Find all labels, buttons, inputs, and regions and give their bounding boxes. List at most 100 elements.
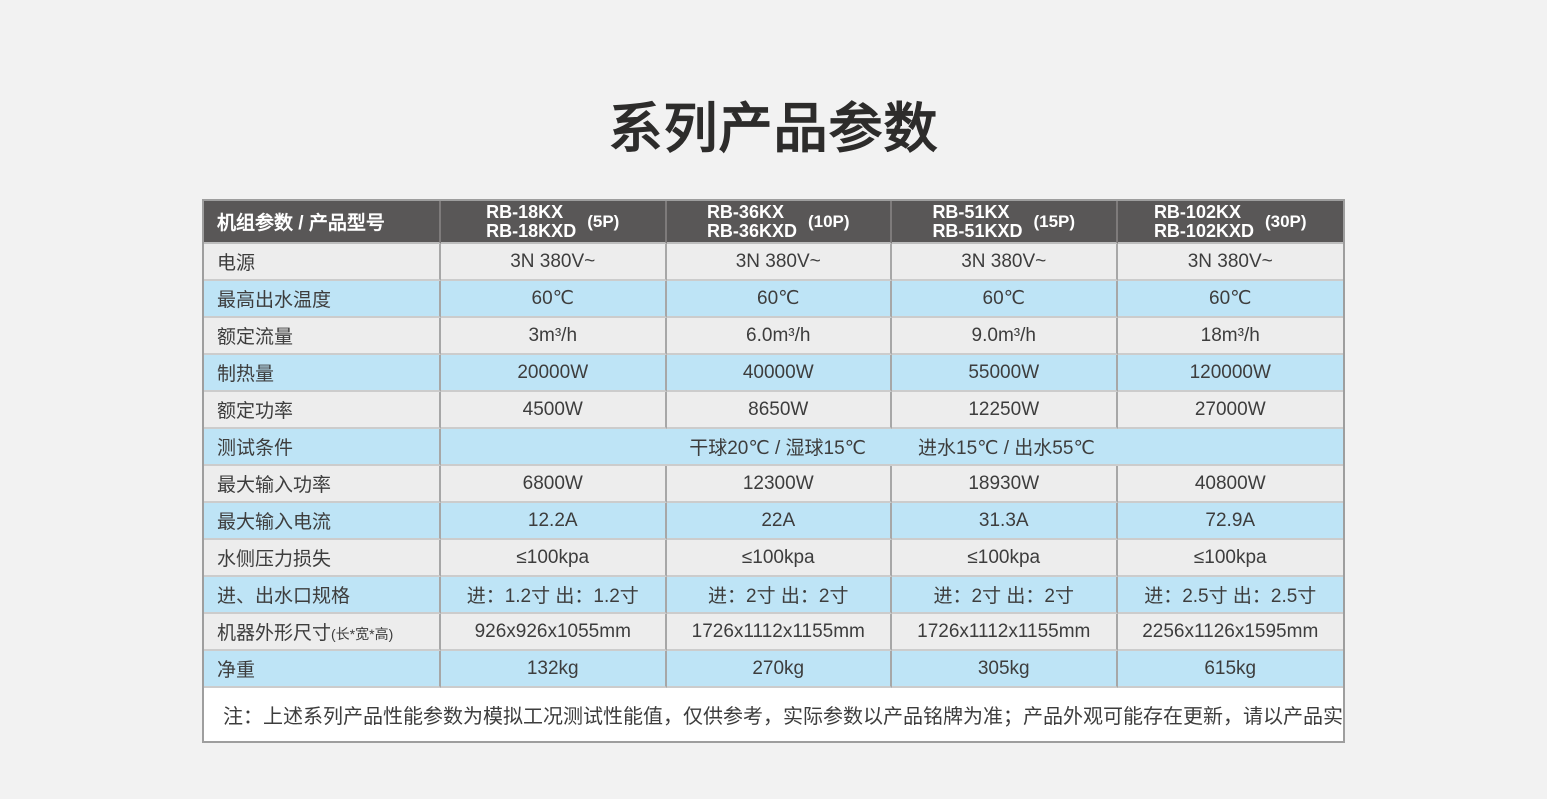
table-row-water-pressure-loss: 水侧压力损失 ≤100kpa ≤100kpa ≤100kpa ≤100kpa <box>204 540 1343 578</box>
row-label-max-outlet-temp: 最高出水温度 <box>204 281 441 319</box>
note-text: 注：上述系列产品性能参数为模拟工况测试性能值，仅供参考，实际参数以产品铭牌为准；… <box>204 688 1343 742</box>
header-cell-product-rb102: RB-102KX RB-102KXD (30P) <box>1117 201 1344 245</box>
max-input-current-value-0: 12.2A <box>441 503 667 541</box>
row-label-power-supply: 电源 <box>204 244 441 282</box>
row-label-net-weight: 净重 <box>204 651 441 689</box>
rated-flow-value-1: 6.0m³/h <box>666 318 892 356</box>
heating-capacity-value-3: 120000W <box>1117 355 1343 393</box>
header-cell-product-rb36: RB-36KX RB-36KXD (10P) <box>666 201 892 245</box>
model-names: RB-51KX RB-51KXD <box>932 201 1023 241</box>
test-condition-water: 进水15℃ / 出水55℃ <box>918 438 1095 460</box>
page-title: 系列产品参数 <box>608 99 939 159</box>
table-row-note: 注：上述系列产品性能参数为模拟工况测试性能值，仅供参考，实际参数以产品铭牌为准；… <box>204 688 1343 742</box>
power-supply-value-0: 3N 380V~ <box>441 244 667 282</box>
horsepower-label: (10P) <box>807 211 850 231</box>
water-pressure-loss-value-1: ≤100kpa <box>666 540 892 578</box>
table-row-inlet-outlet-size: 进、出水口规格 进：1.2寸 出：1.2寸 进：2寸 出：2寸 进：2寸 出：2… <box>204 577 1343 615</box>
water-pressure-loss-value-2: ≤100kpa <box>892 540 1118 578</box>
inlet-outlet-size-value-3: 进：2.5寸 出：2.5寸 <box>1117 577 1343 615</box>
table-row-dimensions: 机器外形尺寸(长*宽*高) 926x926x1055mm 1726x1112x1… <box>204 614 1343 652</box>
water-pressure-loss-value-3: ≤100kpa <box>1117 540 1343 578</box>
power-supply-value-1: 3N 380V~ <box>666 244 892 282</box>
power-supply-value-3: 3N 380V~ <box>1117 244 1343 282</box>
row-label-heating-capacity: 制热量 <box>204 355 441 393</box>
header-cell-param-model: 机组参数 / 产品型号 <box>204 201 441 245</box>
product-header: RB-36KX RB-36KXD (10P) <box>667 201 891 241</box>
max-input-power-value-2: 18930W <box>892 466 1118 504</box>
dimensions-label-lwh: (长*宽*高) <box>331 626 394 643</box>
spec-table: 机组参数 / 产品型号 RB-18KX RB-18KXD (5P) RB-36KX… <box>202 199 1345 744</box>
max-input-current-value-3: 72.9A <box>1117 503 1343 541</box>
row-label-max-input-current: 最大输入电流 <box>204 503 441 541</box>
max-input-current-value-1: 22A <box>666 503 892 541</box>
net-weight-value-0: 132kg <box>441 651 667 689</box>
dimensions-value-1: 1726x1112x1155mm <box>666 614 892 652</box>
product-header: RB-102KX RB-102KXD (30P) <box>1118 201 1344 241</box>
header-row: 机组参数 / 产品型号 RB-18KX RB-18KXD (5P) RB-36KX… <box>204 201 1344 245</box>
row-label-max-input-power: 最大输入功率 <box>204 466 441 504</box>
rated-power-value-0: 4500W <box>441 392 667 430</box>
row-label-rated-flow: 额定流量 <box>204 318 441 356</box>
dimensions-value-0: 926x926x1055mm <box>441 614 667 652</box>
max-outlet-temp-value-1: 60℃ <box>666 281 892 319</box>
model-line2: RB-18KXD <box>486 220 577 241</box>
power-supply-value-2: 3N 380V~ <box>892 244 1118 282</box>
inlet-outlet-size-value-0: 进：1.2寸 出：1.2寸 <box>441 577 667 615</box>
model-line2: RB-102KXD <box>1153 220 1254 241</box>
rated-power-value-2: 12250W <box>892 392 1118 430</box>
header-cell-product-rb51: RB-51KX RB-51KXD (15P) <box>892 201 1118 245</box>
model-line1: RB-51KX <box>932 201 1010 222</box>
horsepower-label: (30P) <box>1264 211 1307 231</box>
model-names: RB-36KX RB-36KXD <box>706 201 797 241</box>
table-row-test-conditions: 测试条件 干球20℃ / 湿球15℃ 进水15℃ / 出水55℃ <box>204 429 1343 467</box>
horsepower-label: (15P) <box>1033 211 1076 231</box>
rated-power-value-3: 27000W <box>1117 392 1343 430</box>
net-weight-value-3: 615kg <box>1117 651 1343 689</box>
max-outlet-temp-value-2: 60℃ <box>892 281 1118 319</box>
test-conditions-merged-cell: 干球20℃ / 湿球15℃ 进水15℃ / 出水55℃ <box>441 429 1343 467</box>
rated-flow-value-2: 9.0m³/h <box>892 318 1118 356</box>
product-header: RB-18KX RB-18KXD (5P) <box>441 201 665 241</box>
table-row-heating-capacity: 制热量 20000W 40000W 55000W 120000W <box>204 355 1343 393</box>
row-label-dimensions: 机器外形尺寸(长*宽*高) <box>204 614 441 652</box>
dimensions-value-2: 1726x1112x1155mm <box>892 614 1118 652</box>
test-condition-air: 干球20℃ / 湿球15℃ <box>689 438 866 460</box>
net-weight-value-1: 270kg <box>666 651 892 689</box>
max-input-power-value-1: 12300W <box>666 466 892 504</box>
row-label-test-conditions: 测试条件 <box>204 429 441 467</box>
rated-flow-value-0: 3m³/h <box>441 318 667 356</box>
max-input-current-value-2: 31.3A <box>892 503 1118 541</box>
max-input-power-value-3: 40800W <box>1117 466 1343 504</box>
row-label-inlet-outlet-size: 进、出水口规格 <box>204 577 441 615</box>
inlet-outlet-size-value-1: 进：2寸 出：2寸 <box>666 577 892 615</box>
table-row-net-weight: 净重 132kg 270kg 305kg 615kg <box>204 651 1343 689</box>
rated-power-value-1: 8650W <box>666 392 892 430</box>
table-row-max-input-power: 最大输入功率 6800W 12300W 18930W 40800W <box>204 466 1343 504</box>
inlet-outlet-size-value-2: 进：2寸 出：2寸 <box>892 577 1118 615</box>
dimensions-value-3: 2256x1126x1595mm <box>1117 614 1343 652</box>
heating-capacity-value-0: 20000W <box>441 355 667 393</box>
row-label-rated-power: 额定功率 <box>204 392 441 430</box>
max-outlet-temp-value-3: 60℃ <box>1117 281 1343 319</box>
heating-capacity-value-2: 55000W <box>892 355 1118 393</box>
model-line1: RB-36KX <box>706 201 784 222</box>
row-label-water-pressure-loss: 水侧压力损失 <box>204 540 441 578</box>
table-row-rated-flow: 额定流量 3m³/h 6.0m³/h 9.0m³/h 18m³/h <box>204 318 1343 356</box>
table-row-max-input-current: 最大输入电流 12.2A 22A 31.3A 72.9A <box>204 503 1343 541</box>
water-pressure-loss-value-0: ≤100kpa <box>441 540 667 578</box>
rated-flow-value-3: 18m³/h <box>1117 318 1343 356</box>
dimensions-label-main: 机器外形尺寸 <box>217 623 332 645</box>
table-row-max-outlet-temp: 最高出水温度 60℃ 60℃ 60℃ 60℃ <box>204 281 1343 319</box>
header-cell-product-rb18: RB-18KX RB-18KXD (5P) <box>441 201 667 245</box>
max-input-power-value-0: 6800W <box>441 466 667 504</box>
table-row-rated-power: 额定功率 4500W 8650W 12250W 27000W <box>204 392 1343 430</box>
model-names: RB-102KX RB-102KXD <box>1153 201 1254 241</box>
model-line1: RB-102KX <box>1153 201 1241 222</box>
model-line2: RB-51KXD <box>932 220 1023 241</box>
model-line2: RB-36KXD <box>706 220 797 241</box>
model-line1: RB-18KX <box>486 201 564 222</box>
horsepower-label: (5P) <box>587 211 620 231</box>
product-header: RB-51KX RB-51KXD (15P) <box>892 201 1116 241</box>
net-weight-value-2: 305kg <box>892 651 1118 689</box>
table-row-power-supply: 电源 3N 380V~ 3N 380V~ 3N 380V~ 3N 380V~ <box>204 244 1343 282</box>
